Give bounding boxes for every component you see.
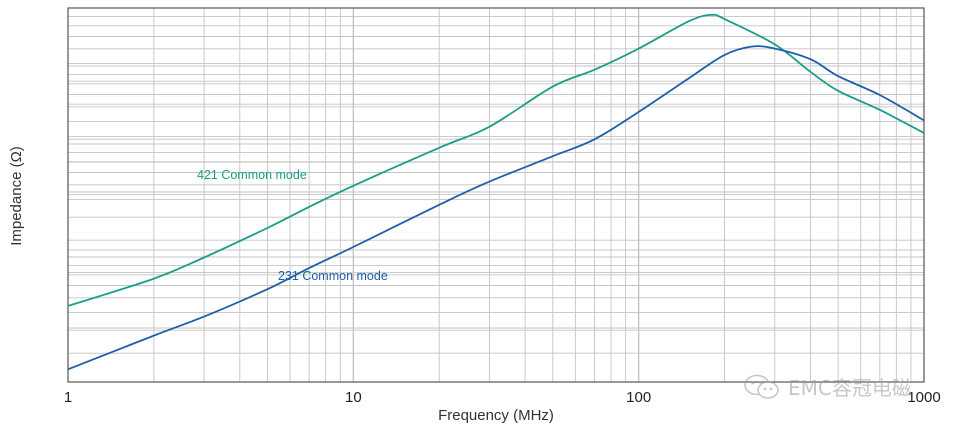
series-lines [67, 13, 925, 371]
watermark: EMC容冠电磁 [742, 372, 912, 401]
x-tick-label: 10 [345, 389, 362, 406]
plot-frame [67, 7, 925, 383]
x-tick-labels: 1 10 100 1000 [64, 389, 941, 406]
series-label-421-common-mode: 421 Common mode [197, 168, 307, 182]
watermark-text: EMC容冠电磁 [788, 376, 912, 400]
x-tick-label: 100 [626, 389, 651, 406]
x-axis-label: Frequency (MHz) [438, 407, 554, 424]
x-tick-label: 1 [64, 389, 72, 406]
series-line-421 [67, 13, 925, 307]
x-tick-label: 1000 [907, 389, 940, 406]
y-axis-label: Impedance (Ω) [8, 146, 25, 246]
wechat-icon [744, 374, 779, 399]
series-label-231-common-mode: 231 Common mode [278, 269, 388, 283]
series-line-231 [67, 45, 925, 371]
grid [68, 8, 925, 382]
